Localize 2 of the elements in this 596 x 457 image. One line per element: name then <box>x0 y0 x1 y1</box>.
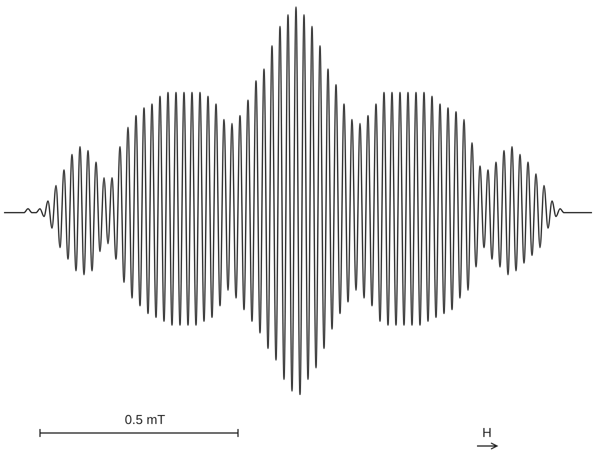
text: H <box>482 425 492 440</box>
text: 0.5 mT <box>124 412 166 427</box>
